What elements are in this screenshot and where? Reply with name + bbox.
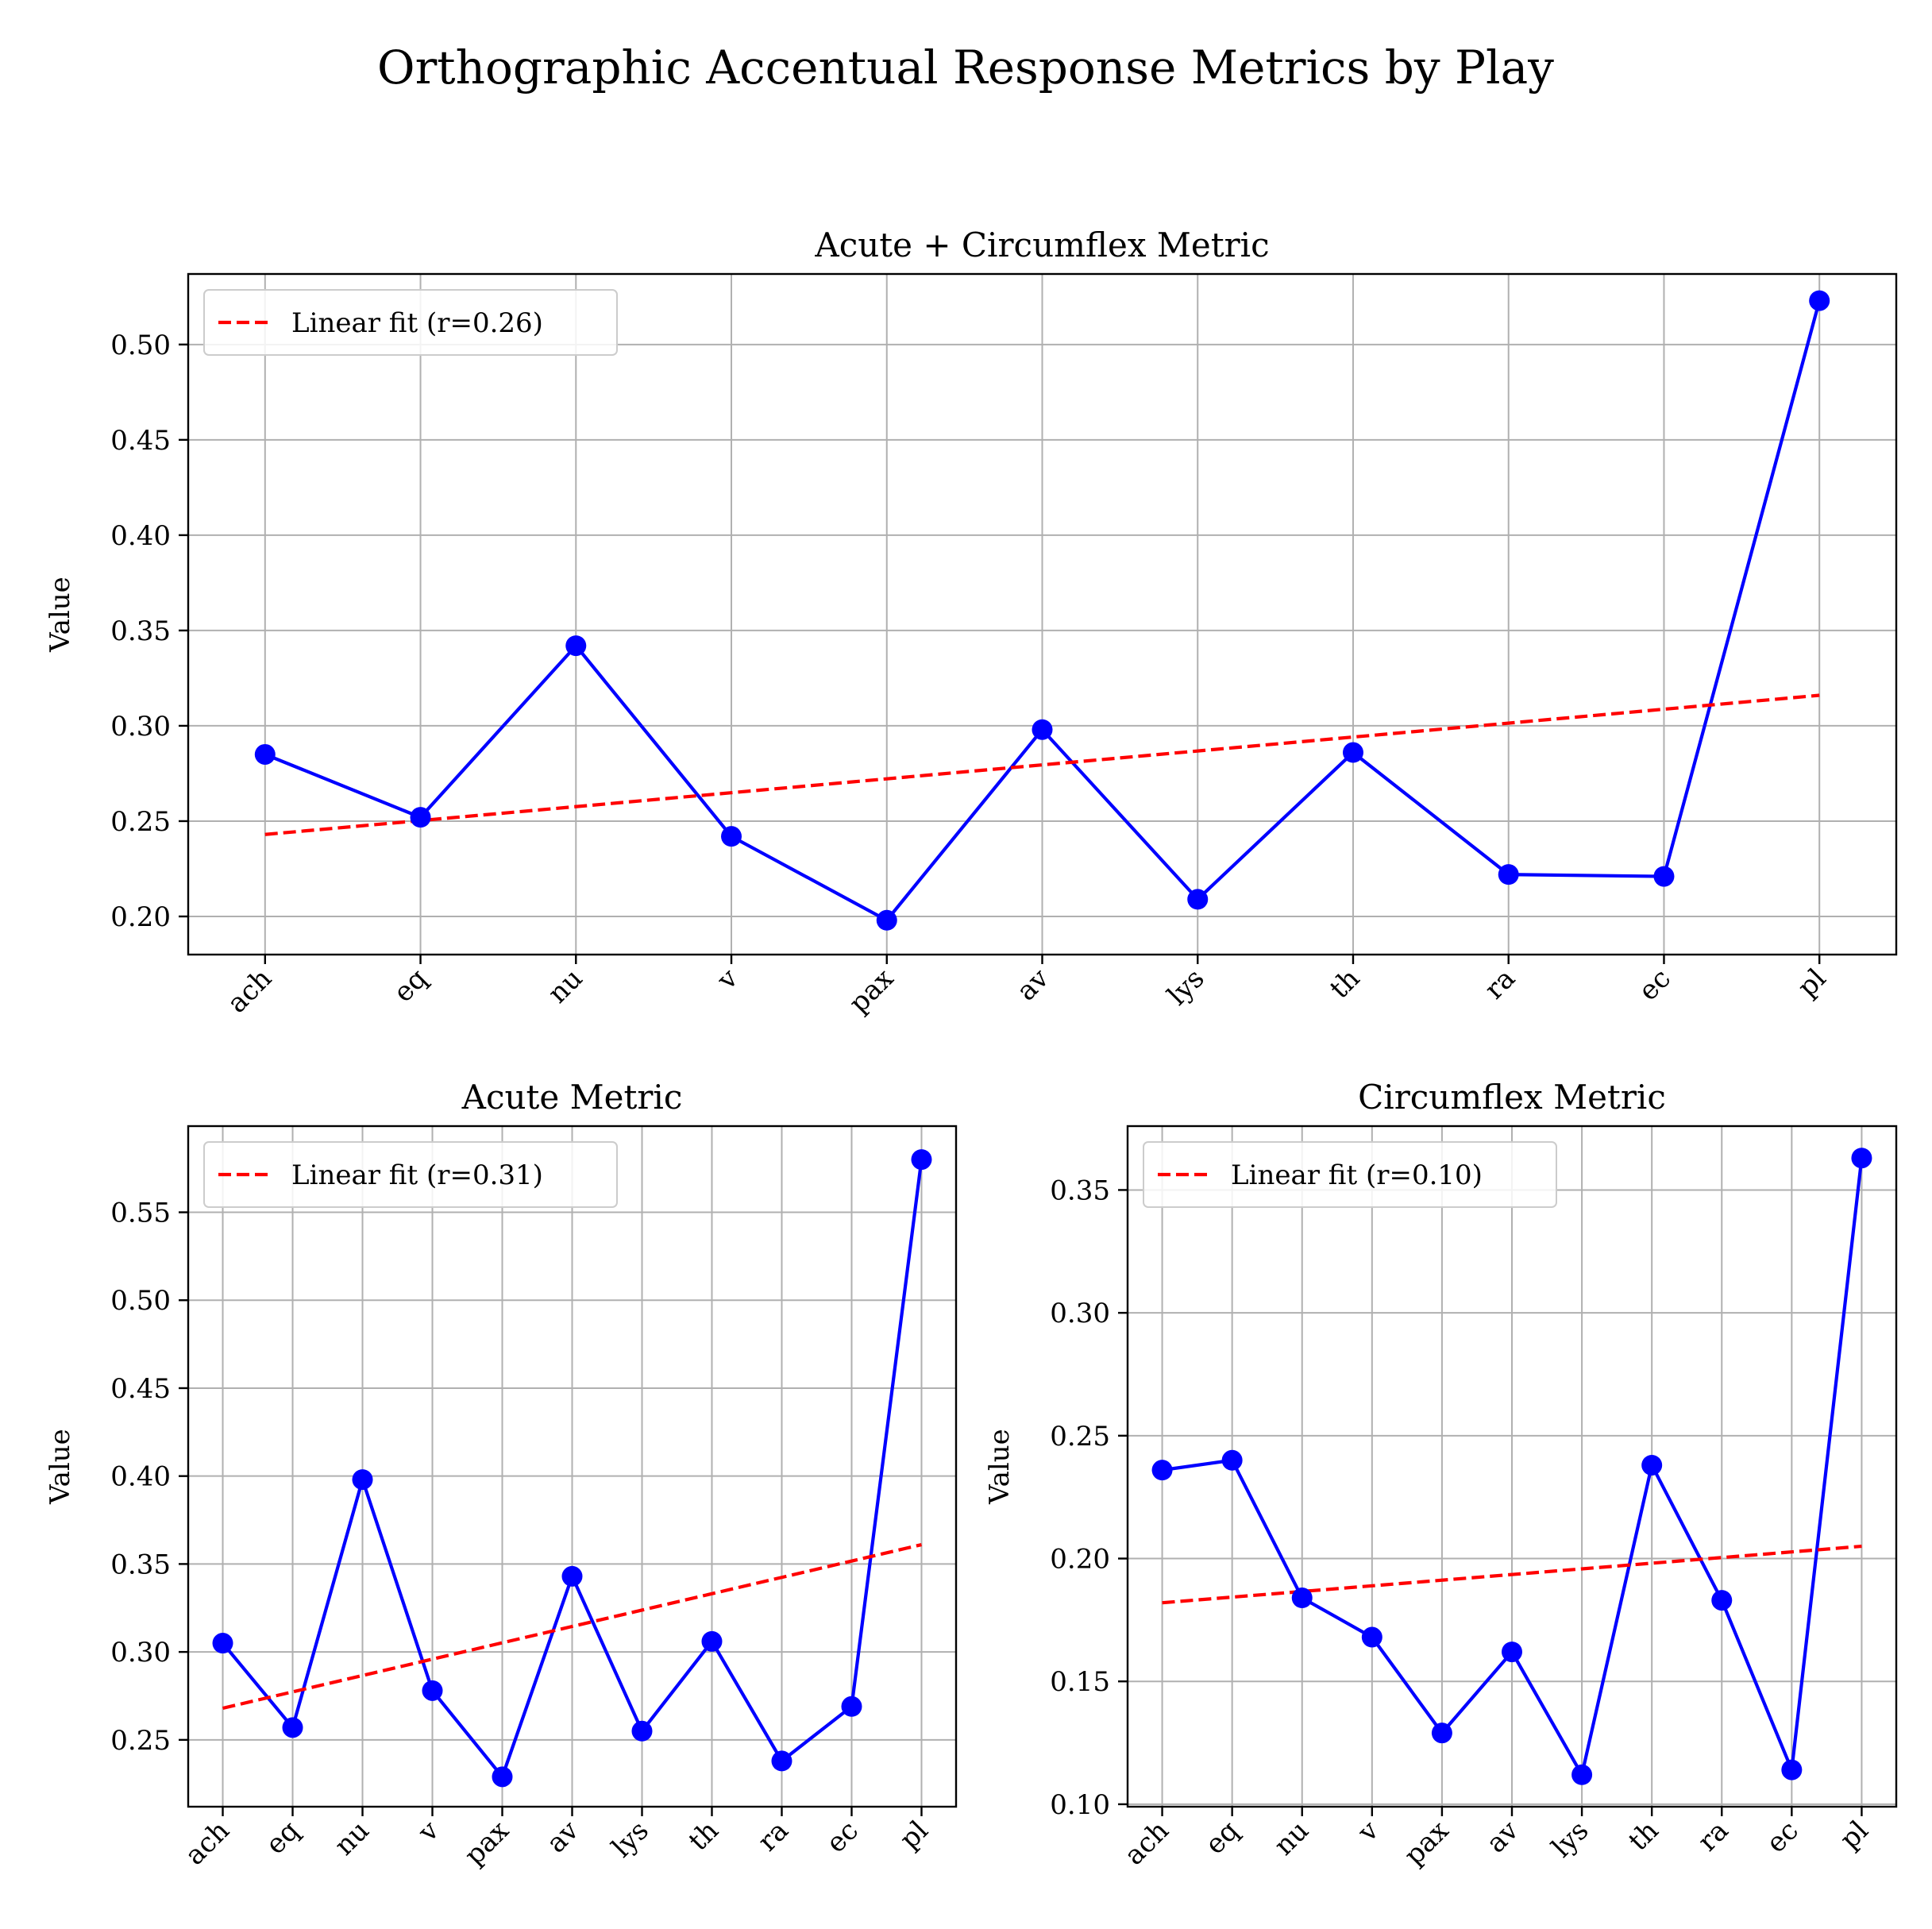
y-tick-label: 0.10 — [1050, 1789, 1110, 1821]
legend: Linear fit (r=0.26) — [203, 289, 618, 356]
data-point — [1781, 1759, 1803, 1780]
data-point — [631, 1720, 653, 1742]
data-point — [1571, 1764, 1593, 1785]
y-axis-label: Value — [44, 577, 76, 653]
legend-box — [203, 1141, 618, 1208]
data-point — [1032, 719, 1053, 740]
data-point — [1187, 889, 1209, 910]
linear-fit-line — [1162, 1544, 1862, 1605]
data-point — [492, 1766, 513, 1788]
figure-title: Orthographic Accentual Response Metrics … — [377, 41, 1554, 95]
data-point — [911, 1149, 932, 1171]
data-point — [1361, 1626, 1382, 1648]
data-point — [876, 909, 897, 931]
y-axis-label: Value — [984, 1429, 1016, 1505]
y-tick-label: 0.50 — [110, 1285, 171, 1317]
linear-fit-line — [264, 693, 1820, 836]
data-point — [1221, 1449, 1243, 1471]
data-point — [1431, 1723, 1452, 1744]
y-tick-label: 0.55 — [110, 1198, 171, 1229]
data-point — [422, 1680, 443, 1701]
y-tick-label: 0.30 — [1050, 1298, 1110, 1329]
y-tick-label: 0.20 — [110, 901, 171, 933]
legend: Linear fit (r=0.31) — [203, 1141, 618, 1208]
axes-title: Acute + Circumflex Metric — [814, 226, 1269, 264]
data-point — [1498, 864, 1519, 885]
data-point — [254, 743, 276, 765]
axes-frame — [187, 1125, 958, 1808]
data-point — [1151, 1460, 1173, 1481]
axes-frame — [187, 272, 1898, 956]
legend-box — [203, 289, 618, 356]
y-tick-label: 0.35 — [1050, 1175, 1110, 1206]
y-axis-label: Value — [44, 1429, 76, 1505]
data-point — [1653, 866, 1675, 887]
y-tick-label: 0.35 — [110, 615, 171, 647]
data-point — [212, 1633, 233, 1654]
data-point — [701, 1630, 723, 1652]
legend: Linear fit (r=0.10) — [1143, 1141, 1557, 1208]
data-point — [1641, 1454, 1663, 1476]
legend-label: Linear fit (r=0.31) — [291, 1159, 543, 1191]
y-tick-label: 0.45 — [110, 425, 171, 457]
y-tick-label: 0.25 — [110, 1725, 171, 1757]
y-tick-label: 0.35 — [110, 1549, 171, 1580]
y-tick-label: 0.15 — [1050, 1666, 1110, 1698]
data-point — [1342, 742, 1363, 763]
y-tick-label: 0.30 — [110, 1637, 171, 1669]
y-tick-label: 0.25 — [110, 806, 171, 838]
data-point — [841, 1696, 862, 1717]
y-tick-label: 0.30 — [110, 711, 171, 743]
data-point — [352, 1469, 373, 1491]
plot-acute-circumflex: Acute + Circumflex Metric 0.20 0.25 0.30 0.3… — [44, 226, 1898, 1020]
data-point — [1502, 1642, 1522, 1663]
legend-label: Linear fit (r=0.10) — [1231, 1159, 1483, 1191]
legend-box — [1143, 1141, 1557, 1208]
axes-frame — [1126, 1125, 1898, 1808]
legend-label: Linear fit (r=0.26) — [291, 307, 543, 339]
data-point — [721, 826, 742, 847]
plot-circumflex: Circumflex Metric 0.10 0.15 0.20 0.25 0.30 0.3… — [984, 1078, 1898, 1872]
axes-title: Circumflex Metric — [1358, 1078, 1666, 1117]
y-tick-label: 0.40 — [110, 520, 171, 552]
data-point — [1711, 1590, 1733, 1611]
data-point — [410, 807, 431, 828]
data-point — [282, 1717, 303, 1738]
linear-fit-line — [222, 1542, 922, 1711]
data-point — [565, 635, 587, 657]
y-tick-label: 0.25 — [1050, 1421, 1110, 1453]
data-point — [771, 1750, 792, 1772]
axes-title: Acute Metric — [461, 1078, 683, 1117]
data-point — [1809, 290, 1830, 311]
data-point — [1291, 1588, 1313, 1609]
y-tick-label: 0.20 — [1050, 1544, 1110, 1576]
y-tick-label: 0.50 — [110, 330, 171, 361]
data-point — [1851, 1148, 1872, 1169]
y-tick-label: 0.45 — [110, 1373, 171, 1405]
data-point — [561, 1565, 583, 1587]
y-tick-label: 0.40 — [110, 1461, 171, 1493]
